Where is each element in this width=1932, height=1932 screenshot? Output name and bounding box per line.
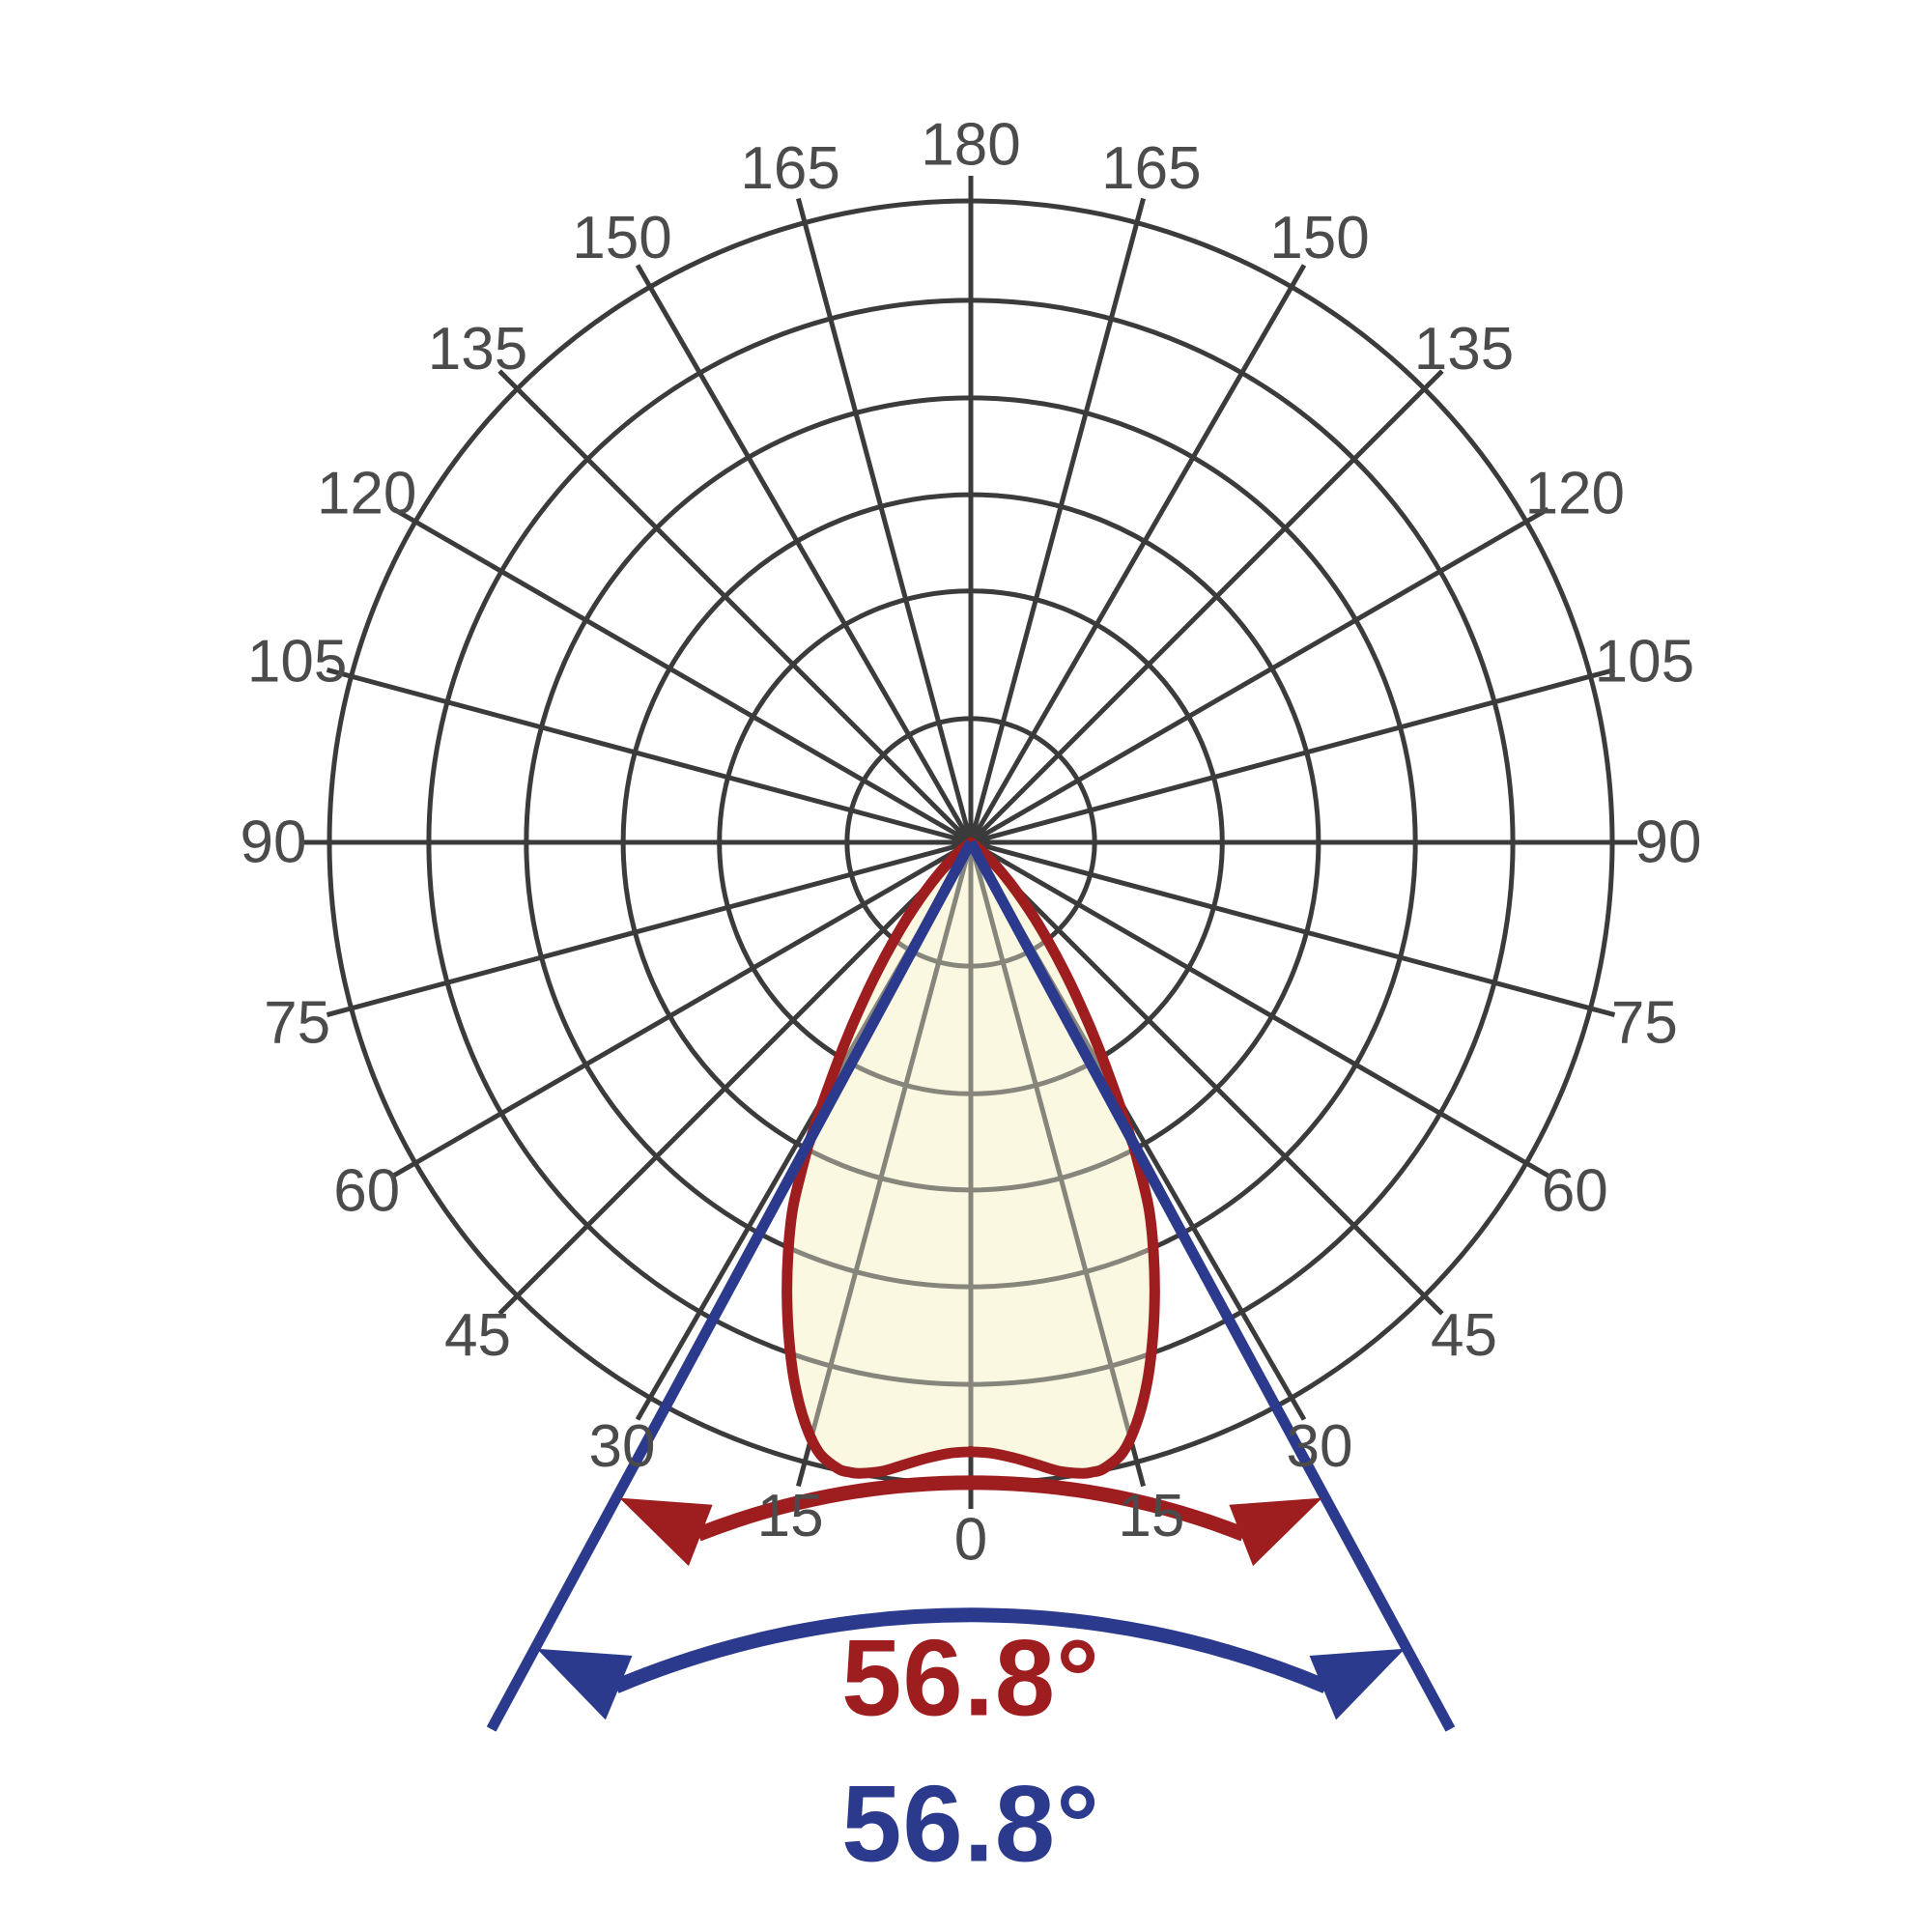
ray-120deg: [969, 506, 1549, 845]
red-beam-arrowhead-right: [1229, 1497, 1322, 1567]
inner-ray--15deg: [802, 842, 974, 1463]
ray-225deg: [497, 369, 973, 844]
beam-lobe-outline: [781, 837, 1160, 1479]
inner-ring-2: [786, 842, 1155, 1290]
angle-label-60-right: 60: [1542, 1158, 1608, 1225]
ray-150deg: [968, 264, 1307, 844]
angle-label-120-right: 120: [1525, 461, 1625, 527]
ray-285deg: [326, 839, 972, 1017]
ray-315deg: [497, 840, 973, 1316]
red-beam-angle-label: 56.8°: [841, 1617, 1100, 1739]
ray-300deg: [392, 839, 973, 1179]
red-beam-arc: [696, 1475, 1246, 1542]
beam-angle-line-left: [486, 839, 976, 1732]
blue-beam-angle-label: 56.8°: [841, 1763, 1100, 1885]
angle-label-90-right: 90: [1635, 810, 1702, 876]
blue-beam-arrowhead-left: [536, 1648, 633, 1720]
beam-angle-line-right: [966, 839, 1456, 1732]
inner-ring-1: [786, 842, 1155, 1387]
inner-ring-3: [786, 842, 1155, 1193]
angle-label-0: 0: [954, 1507, 987, 1574]
angle-label-135-left: 135: [428, 316, 527, 383]
angle-label-15-left: 15: [757, 1483, 824, 1549]
angle-label-75-right: 75: [1611, 989, 1678, 1056]
angle-label-45-right: 45: [1431, 1302, 1497, 1369]
angle-label-30-right: 30: [1287, 1413, 1353, 1480]
ray-255deg: [326, 668, 972, 845]
angle-label-45-left: 45: [444, 1302, 511, 1369]
blue-beam-arc: [612, 1607, 1329, 1693]
angle-label-165-left: 165: [740, 135, 839, 202]
angle-label-105-left: 105: [247, 629, 347, 696]
angle-label-15-right: 15: [1118, 1483, 1184, 1549]
ray-195deg: [796, 197, 974, 843]
ray-60deg: [969, 839, 1549, 1179]
angle-label-120-left: 120: [317, 461, 416, 527]
blue-beam-arrowhead-right: [1309, 1648, 1406, 1720]
angle-label-75-left: 75: [264, 989, 330, 1056]
ray-210deg: [635, 264, 974, 844]
angle-label-30-left: 30: [589, 1413, 656, 1480]
inner-ray-15deg: [968, 842, 1140, 1463]
angle-label-90-left: 90: [241, 810, 307, 876]
ray-135deg: [969, 369, 1444, 844]
angle-label-60-left: 60: [333, 1158, 400, 1225]
ray-165deg: [968, 197, 1146, 843]
red-beam-arrowhead-left: [619, 1497, 713, 1567]
angle-label-150-right: 150: [1269, 205, 1369, 271]
ray-105deg: [970, 668, 1616, 845]
angle-label-105-right: 105: [1595, 629, 1694, 696]
angle-label-165-right: 165: [1101, 135, 1201, 202]
angle-label-150-left: 150: [572, 205, 671, 271]
ray-45deg: [969, 840, 1444, 1316]
ray-75deg: [970, 839, 1616, 1017]
angle-label-180: 180: [921, 112, 1020, 179]
angle-label-135-right: 135: [1414, 316, 1514, 383]
inner-ring-4: [786, 842, 1155, 1096]
ray-240deg: [392, 506, 973, 845]
